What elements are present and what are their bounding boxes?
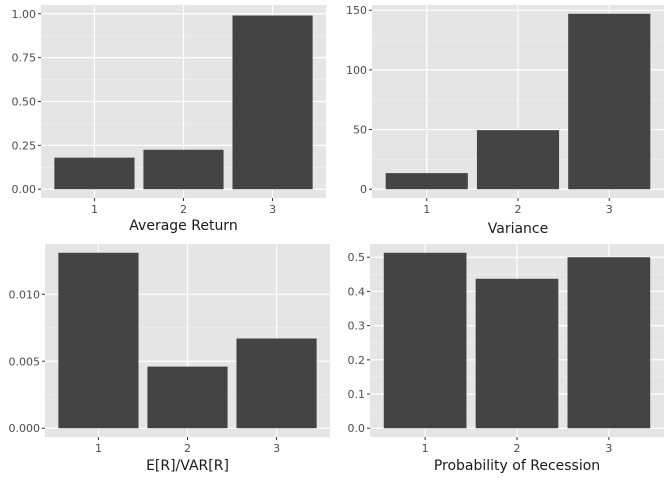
x-tick-label: 3 — [269, 203, 276, 216]
y-tick-label: 0.010 — [9, 288, 41, 301]
y-tick-label: 100 — [346, 64, 367, 77]
y-tick-label: 0.000 — [9, 422, 41, 435]
bar-3 — [236, 338, 317, 429]
bar-3 — [567, 257, 651, 429]
y-tick-label: 0.1 — [348, 388, 366, 401]
x-tick-label: 3 — [273, 442, 280, 455]
y-tick-label: 0.00 — [12, 183, 37, 196]
y-tick-label: 150 — [346, 4, 367, 17]
x-axis-label: Variance — [488, 221, 548, 237]
y-tick-label: 0.005 — [9, 355, 41, 368]
bars — [385, 13, 651, 190]
chart-average-return: 0.00 0.25 0.50 0.75 1.00 1 2 3 Average Return — [12, 5, 326, 234]
x-axis-label: Probability of Recession — [434, 458, 600, 474]
y-tick-label: 0.25 — [12, 139, 37, 152]
bar-1 — [383, 252, 467, 429]
bars — [383, 252, 651, 429]
x-axis-ticks: 1 2 3 — [91, 198, 276, 216]
y-tick-label: 0 — [360, 183, 367, 196]
chart-return-variance-ratio: 0.000 0.005 0.010 1 2 3 E[R]/VAR[R] — [9, 244, 330, 474]
y-axis-ticks: 0.0 0.1 0.2 0.3 0.4 0.5 — [348, 251, 370, 435]
y-tick-label: 0.0 — [348, 422, 366, 435]
y-tick-label: 1.00 — [12, 8, 37, 21]
y-tick-label: 0.4 — [348, 285, 366, 298]
x-axis-ticks: 1 2 3 — [422, 437, 612, 455]
y-tick-label: 0.75 — [12, 52, 37, 65]
bar-2 — [475, 278, 559, 429]
y-tick-label: 50 — [353, 124, 367, 137]
bar-3 — [568, 13, 651, 190]
x-tick-label: 1 — [95, 442, 102, 455]
x-tick-label: 2 — [514, 442, 521, 455]
x-tick-label: 2 — [515, 203, 522, 216]
bar-1 — [385, 173, 468, 190]
x-tick-label: 2 — [184, 442, 191, 455]
y-tick-label: 0.50 — [12, 96, 37, 109]
bar-1 — [54, 157, 135, 190]
bar-2 — [147, 366, 228, 429]
bars — [58, 252, 317, 429]
chart-variance: 0 50 100 150 1 2 3 Variance — [346, 4, 664, 237]
y-tick-label: 0.5 — [348, 251, 366, 264]
bar-1 — [58, 252, 139, 429]
x-tick-label: 3 — [605, 442, 612, 455]
x-tick-label: 2 — [180, 203, 187, 216]
y-axis-ticks: 0.00 0.25 0.50 0.75 1.00 — [12, 8, 41, 196]
bar-2 — [476, 130, 560, 190]
y-axis-ticks: 0.000 0.005 0.010 — [9, 288, 45, 435]
x-tick-label: 1 — [91, 203, 98, 216]
x-axis-label: Average Return — [129, 218, 237, 234]
bars — [54, 15, 313, 190]
y-tick-label: 0.2 — [348, 354, 366, 367]
bar-3 — [232, 15, 313, 190]
x-tick-label: 3 — [606, 203, 613, 216]
y-axis-ticks: 0 50 100 150 — [346, 4, 372, 196]
x-tick-label: 1 — [423, 203, 430, 216]
x-tick-label: 1 — [422, 442, 429, 455]
y-tick-label: 0.3 — [348, 320, 366, 333]
x-axis-ticks: 1 2 3 — [95, 437, 280, 455]
chart-probability-of-recession: 0.0 0.1 0.2 0.3 0.4 0.5 1 2 3 Probability of Re… — [348, 244, 664, 474]
x-axis-ticks: 1 2 3 — [423, 198, 613, 216]
x-axis-label: E[R]/VAR[R] — [146, 458, 229, 474]
bar-2 — [143, 149, 224, 190]
